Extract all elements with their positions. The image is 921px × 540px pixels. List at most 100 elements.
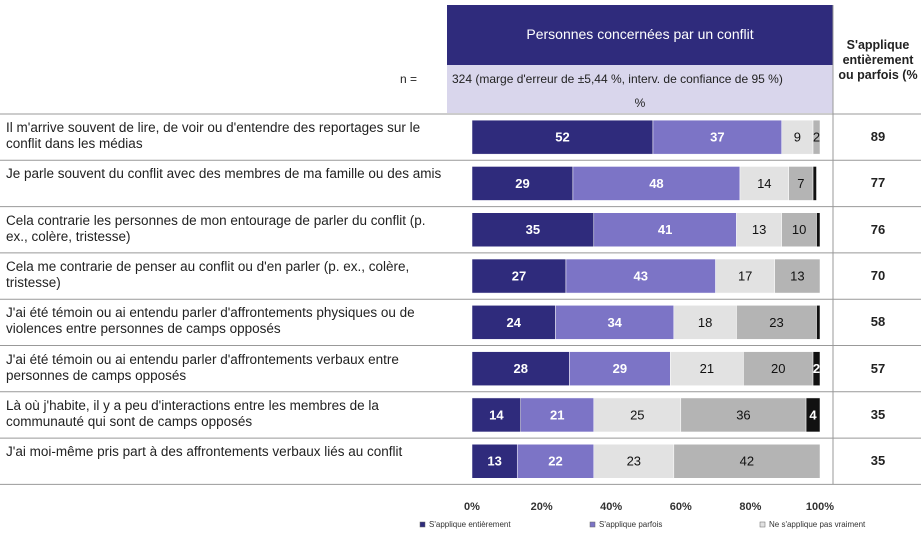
- bar-segment: [593, 212, 737, 247]
- value-label: 13: [752, 222, 766, 237]
- right-value: 58: [870, 314, 886, 330]
- value-label: 27: [512, 268, 526, 283]
- value-label: 2: [813, 361, 820, 376]
- value-label: 10: [792, 222, 806, 237]
- x-tick-label: 100%: [806, 501, 834, 513]
- value-label: 22: [548, 454, 562, 469]
- right-value: 35: [870, 453, 886, 469]
- x-tick-label: 0%: [464, 501, 480, 513]
- bar-segment: [471, 258, 567, 294]
- row-label: Je parle souvent du conflit avec des mem…: [6, 166, 442, 182]
- bar-segment: [743, 351, 814, 386]
- bar-segment: [555, 305, 675, 340]
- right-value: 70: [870, 268, 886, 284]
- bar-segment: [471, 166, 574, 201]
- bar-segment: [520, 397, 595, 433]
- value-label: 29: [515, 176, 529, 191]
- value-label: 23: [769, 315, 783, 330]
- value-label: 28: [513, 361, 527, 376]
- bar-segment: [680, 397, 807, 433]
- right-value: 76: [870, 221, 886, 237]
- legend-label: Ne s'applique pas vraiment: [769, 520, 866, 529]
- value-label: 21: [700, 361, 714, 376]
- value-label: 2: [813, 130, 820, 145]
- row-label: J'ai été témoin ou ai entendu parler d'a…: [6, 305, 415, 337]
- value-label: 14: [757, 176, 771, 191]
- bar-segment: [812, 119, 821, 155]
- value-label: 48: [649, 176, 663, 191]
- bar-segment: [739, 166, 789, 201]
- right-value: 77: [870, 175, 886, 191]
- value-label: 18: [698, 315, 712, 330]
- value-label: 41: [658, 222, 672, 237]
- bar-segment: [670, 351, 744, 386]
- bar-segment: [572, 166, 741, 201]
- row-label: Il m'arrive souvent de lire, de voir ou …: [6, 120, 421, 151]
- bar-segment: [788, 166, 814, 201]
- legend-swatch: [589, 521, 596, 528]
- x-tick-label: 80%: [739, 501, 761, 513]
- bar-segment: [774, 258, 821, 294]
- header-sub: [447, 65, 833, 113]
- right-value: 89: [870, 129, 886, 145]
- row-label: J'ai été témoin ou ai entendu parler d'a…: [6, 351, 399, 383]
- unit-label: %: [634, 96, 646, 110]
- value-label: 23: [627, 454, 641, 469]
- header: Personnes concernées par un conflit: [526, 26, 754, 42]
- row-label: Cela contrarie les personnes de mon ento…: [6, 212, 426, 244]
- value-label: 17: [738, 268, 752, 283]
- n-label: n =: [400, 72, 418, 86]
- value-label: 13: [790, 268, 804, 283]
- value-label: 43: [634, 268, 648, 283]
- bar-segment: [736, 305, 817, 340]
- n-text: 324 (marge d'erreur de ±5,44 %, interv. …: [452, 72, 783, 86]
- value-label: 25: [630, 407, 644, 422]
- bar-segment: [471, 444, 518, 479]
- right-value: 57: [870, 360, 886, 376]
- legend-label: S'applique parfois: [599, 520, 662, 529]
- bar-segment: [805, 397, 821, 433]
- bar-segment: [516, 444, 595, 479]
- value-label: 24: [507, 315, 522, 330]
- value-label: 20: [771, 361, 785, 376]
- bar-segment: [781, 212, 817, 247]
- x-tick-label: 60%: [670, 501, 692, 513]
- bar-segment: [593, 397, 682, 433]
- value-label: 14: [489, 407, 504, 422]
- bar-segment: [816, 305, 821, 340]
- bar-segment: [673, 444, 821, 479]
- value-label: 21: [550, 407, 564, 422]
- bar-segment: [471, 212, 595, 247]
- bar-segment: [812, 166, 817, 201]
- legend-swatch: [759, 521, 766, 528]
- value-label: 4: [809, 407, 817, 422]
- value-label: 9: [794, 130, 801, 145]
- right-header: S'applique entièrement ou parfois (%: [838, 38, 918, 82]
- bar-segment: [715, 258, 776, 294]
- right-value: 35: [870, 406, 886, 422]
- x-tick-label: 20%: [531, 501, 553, 513]
- header-box: [447, 5, 833, 65]
- legend-label: S'applique entièrement: [429, 520, 511, 529]
- value-label: 35: [526, 222, 540, 237]
- row-label: J'ai moi-même pris part à des affronteme…: [6, 444, 403, 460]
- value-label: 13: [487, 454, 501, 469]
- value-label: 52: [555, 130, 569, 145]
- value-label: 29: [613, 361, 627, 376]
- bar-segment: [569, 351, 671, 386]
- bar-segment: [471, 397, 521, 433]
- value-label: 42: [740, 454, 754, 469]
- value-label: 7: [797, 176, 804, 191]
- x-tick-label: 40%: [600, 501, 622, 513]
- value-label: 37: [710, 130, 724, 145]
- row-label: Là où j'habite, il y a peu d'interaction…: [6, 397, 379, 429]
- value-label: 34: [607, 315, 622, 330]
- value-label: 36: [736, 407, 750, 422]
- bar-segment: [736, 212, 782, 247]
- row-label: Cela me contrarie de penser au conflit o…: [6, 258, 410, 290]
- bar-segment: [812, 351, 821, 386]
- legend-swatch: [419, 521, 426, 528]
- bar-segment: [816, 212, 821, 247]
